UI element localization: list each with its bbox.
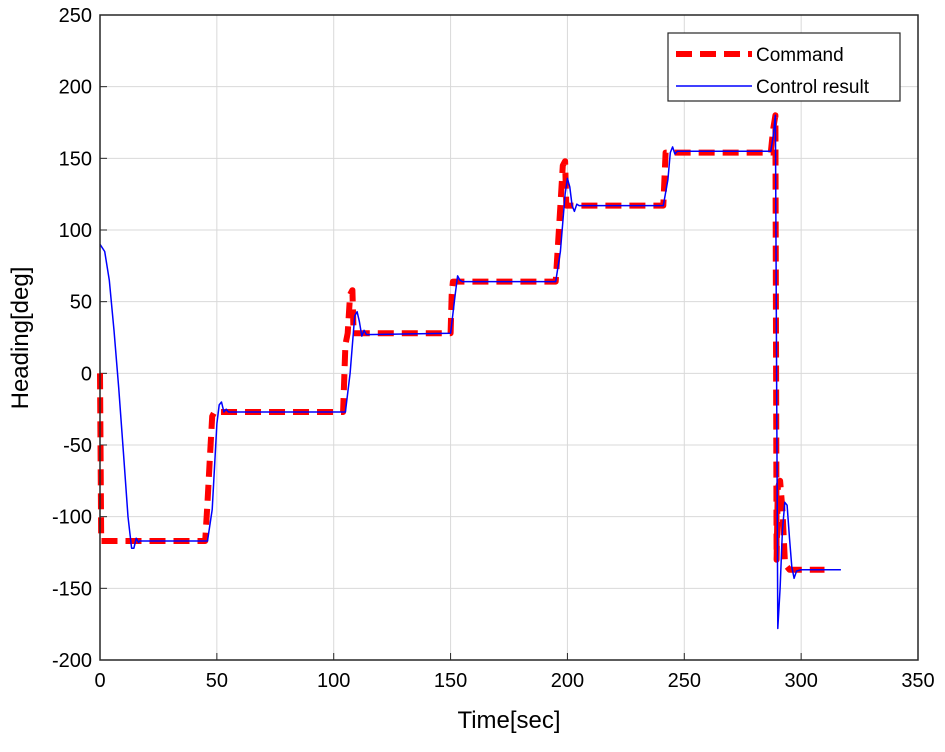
x-tick-label: 300: [784, 670, 817, 692]
y-tick-label: 0: [81, 363, 92, 385]
series-line-control-result: [99, 114, 841, 630]
y-tick-label: -100: [52, 507, 92, 529]
y-tick-label: -200: [52, 650, 92, 672]
legend-control-label: Control result: [756, 77, 870, 98]
y-tick-label: 50: [70, 292, 92, 314]
series-group: [97, 112, 841, 630]
tick-labels: 0 50 100 150 200 250 300 350 -200 -150 -100 -50 0 50 1…: [52, 5, 935, 692]
y-tick-label: 100: [59, 220, 92, 242]
y-tick-label: -150: [52, 578, 92, 600]
x-tick-label: 50: [206, 670, 228, 692]
grid: [99, 14, 919, 661]
legend: Command Control result: [667, 32, 901, 102]
x-tick-label: 250: [668, 670, 701, 692]
plot-frame: [99, 14, 919, 661]
x-tick-label: 200: [551, 670, 584, 692]
x-tick-label: 100: [317, 670, 350, 692]
y-tick-label: -50: [63, 435, 92, 457]
y-tick-label: 150: [59, 148, 92, 170]
legend-box: [667, 32, 901, 102]
x-tick-label: 350: [901, 670, 934, 692]
x-tick-label: 150: [434, 670, 467, 692]
series-line-command: [97, 112, 825, 573]
x-axis-label: Time[sec]: [457, 707, 560, 734]
y-tick-label: 200: [59, 77, 92, 99]
y-axis-label: Heading[deg]: [7, 267, 34, 410]
x-tick-label: 0: [94, 670, 105, 692]
legend-command-label: Command: [756, 45, 844, 66]
y-tick-label: 250: [59, 5, 92, 27]
